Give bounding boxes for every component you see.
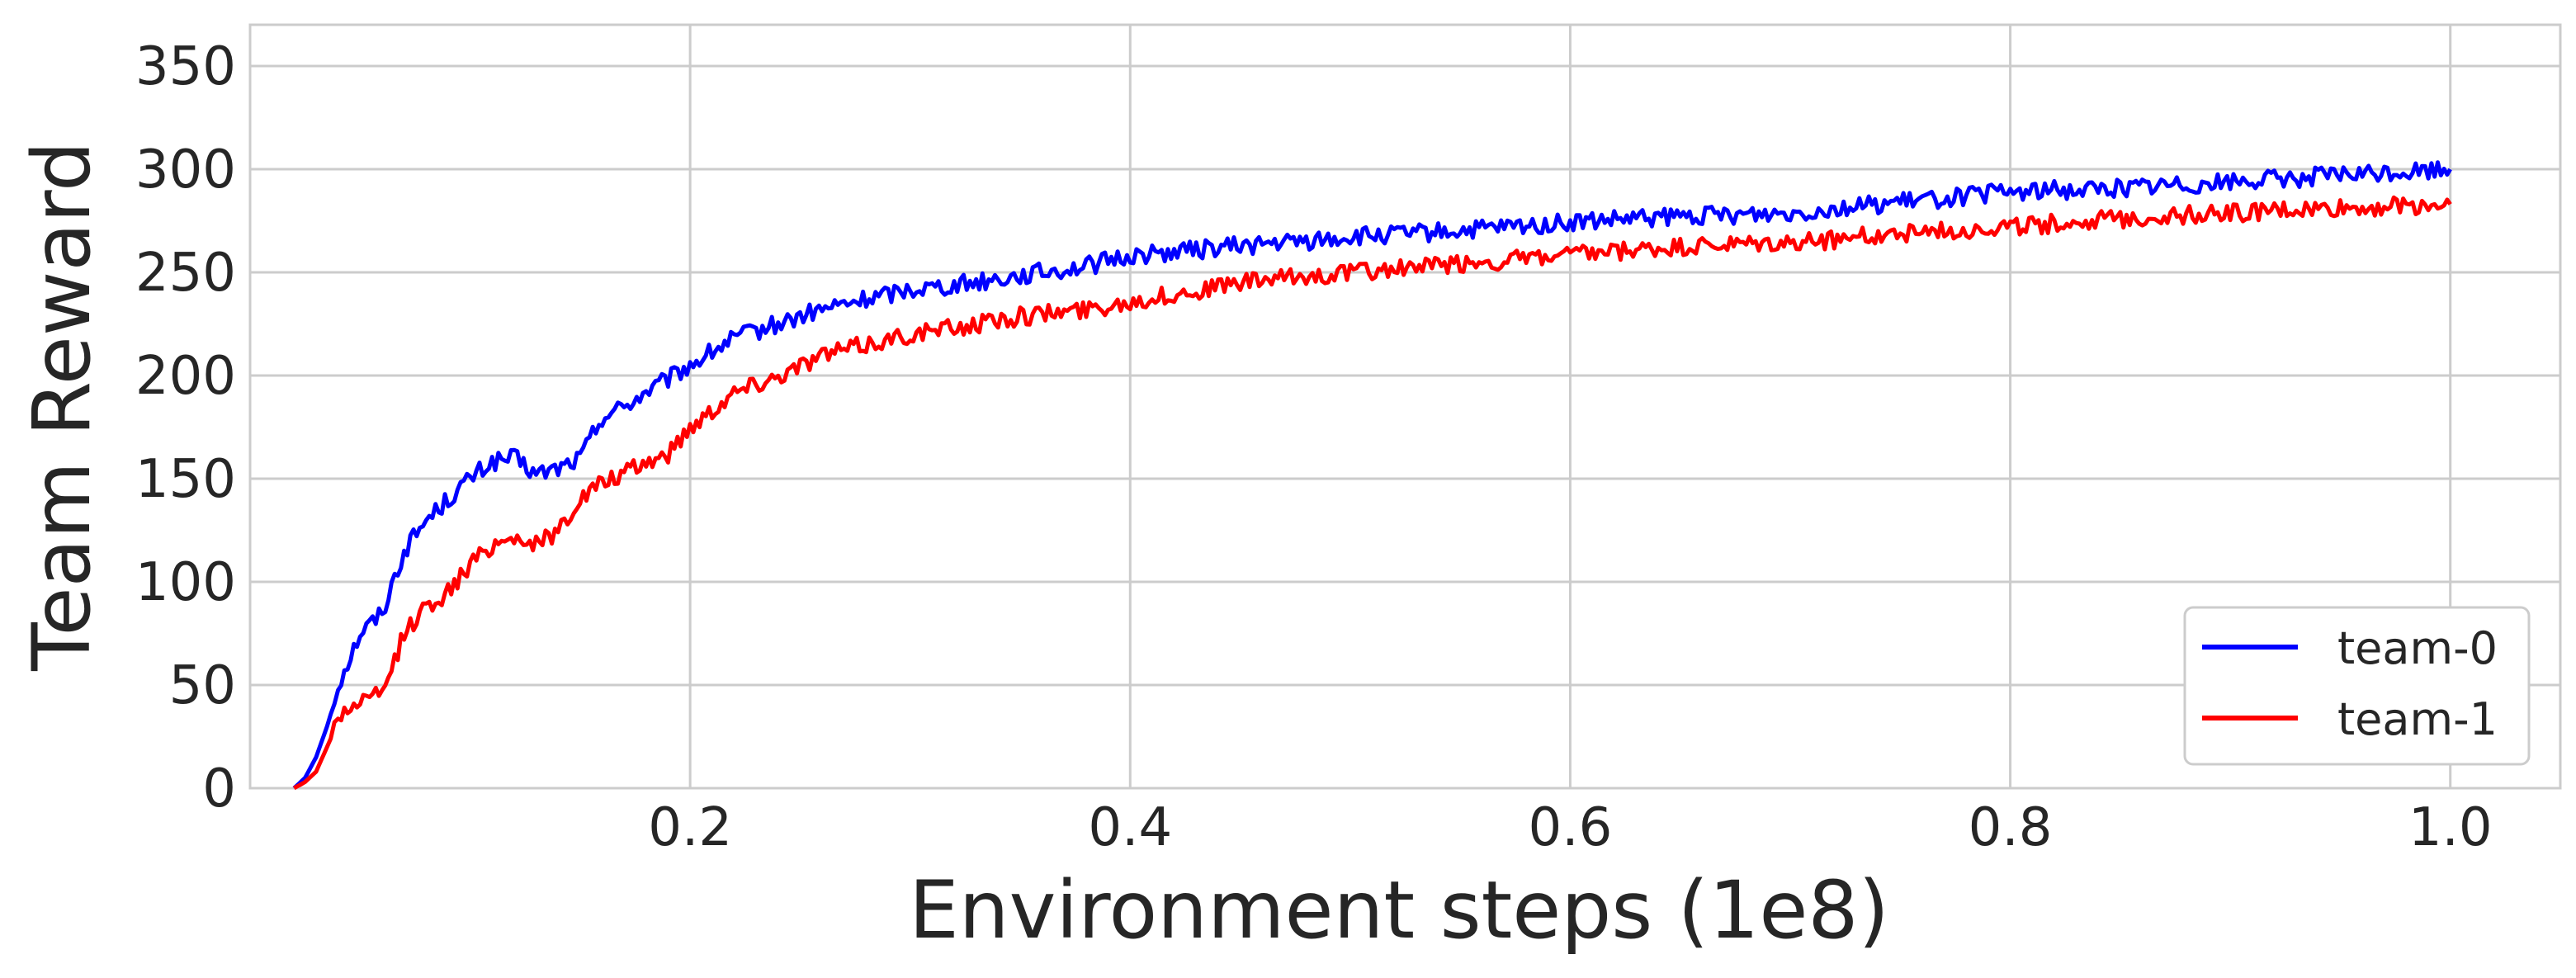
legend: team-0 team-1	[2183, 606, 2531, 766]
y-tick-label: 50	[169, 655, 236, 716]
x-tick-label: 0.6	[1529, 797, 1613, 858]
x-tick-label: 0.4	[1088, 797, 1172, 858]
y-tick-label: 250	[135, 243, 236, 304]
tick-labels: 0.2 0.4 0.6 0.8 1.0 0 50 100 150 200 250 300 350	[135, 36, 2493, 858]
y-tick-label: 0	[202, 758, 236, 820]
y-tick-label: 300	[135, 139, 236, 201]
y-tick-label: 350	[135, 36, 236, 97]
legend-label-team-1: team-1	[2337, 693, 2498, 745]
series-layer	[292, 160, 2452, 791]
y-tick-label: 100	[135, 552, 236, 613]
x-axis-title: Environment steps (1e8)	[909, 864, 1889, 957]
y-tick-label: 200	[135, 346, 236, 407]
series-line-team-1	[293, 195, 2452, 791]
series-line-team-0	[292, 160, 2452, 790]
plot-frame	[248, 23, 2562, 790]
x-tick-label: 0.8	[1969, 797, 2053, 858]
x-tick-label: 1.0	[2408, 797, 2493, 858]
x-tick-label: 0.2	[648, 797, 732, 858]
legend-label-team-0: team-0	[2337, 622, 2498, 674]
y-tick-label: 150	[135, 449, 236, 510]
y-axis-title: Team Reward	[16, 141, 108, 672]
